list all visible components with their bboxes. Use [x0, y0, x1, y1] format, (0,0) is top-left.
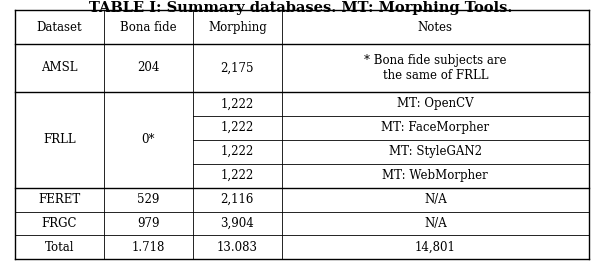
Text: 3,904: 3,904	[220, 217, 254, 230]
Text: 2,175: 2,175	[220, 61, 254, 74]
Text: TABLE I: Summary databases. MT: Morphing Tools.: TABLE I: Summary databases. MT: Morphing…	[89, 1, 513, 15]
Text: 1,222: 1,222	[221, 97, 254, 110]
Text: N/A: N/A	[424, 193, 447, 206]
Text: 204: 204	[137, 61, 160, 74]
Text: 529: 529	[137, 193, 160, 206]
Text: 14,801: 14,801	[415, 241, 456, 254]
Text: * Bona fide subjects are
the same of FRLL: * Bona fide subjects are the same of FRL…	[364, 54, 506, 82]
Text: 1,222: 1,222	[221, 121, 254, 134]
Text: 1,222: 1,222	[221, 145, 254, 158]
Text: 0*: 0*	[141, 133, 155, 146]
Text: Total: Total	[45, 241, 74, 254]
Text: MT: WebMorpher: MT: WebMorpher	[382, 169, 488, 182]
Text: N/A: N/A	[424, 217, 447, 230]
Text: Morphing: Morphing	[208, 21, 267, 34]
Text: 13.083: 13.083	[217, 241, 258, 254]
Text: AMSL: AMSL	[42, 61, 78, 74]
Text: FRGC: FRGC	[42, 217, 77, 230]
Text: Bona fide: Bona fide	[120, 21, 177, 34]
Text: Notes: Notes	[418, 21, 453, 34]
Text: 1,222: 1,222	[221, 169, 254, 182]
Text: FRLL: FRLL	[43, 133, 76, 146]
Text: MT: OpenCV: MT: OpenCV	[397, 97, 474, 110]
Text: 979: 979	[137, 217, 160, 230]
Text: 1.718: 1.718	[132, 241, 165, 254]
Text: FERET: FERET	[39, 193, 81, 206]
Text: Dataset: Dataset	[37, 21, 82, 34]
Text: MT: StyleGAN2: MT: StyleGAN2	[389, 145, 482, 158]
Text: MT: FaceMorpher: MT: FaceMorpher	[381, 121, 489, 134]
Text: 2,116: 2,116	[221, 193, 254, 206]
